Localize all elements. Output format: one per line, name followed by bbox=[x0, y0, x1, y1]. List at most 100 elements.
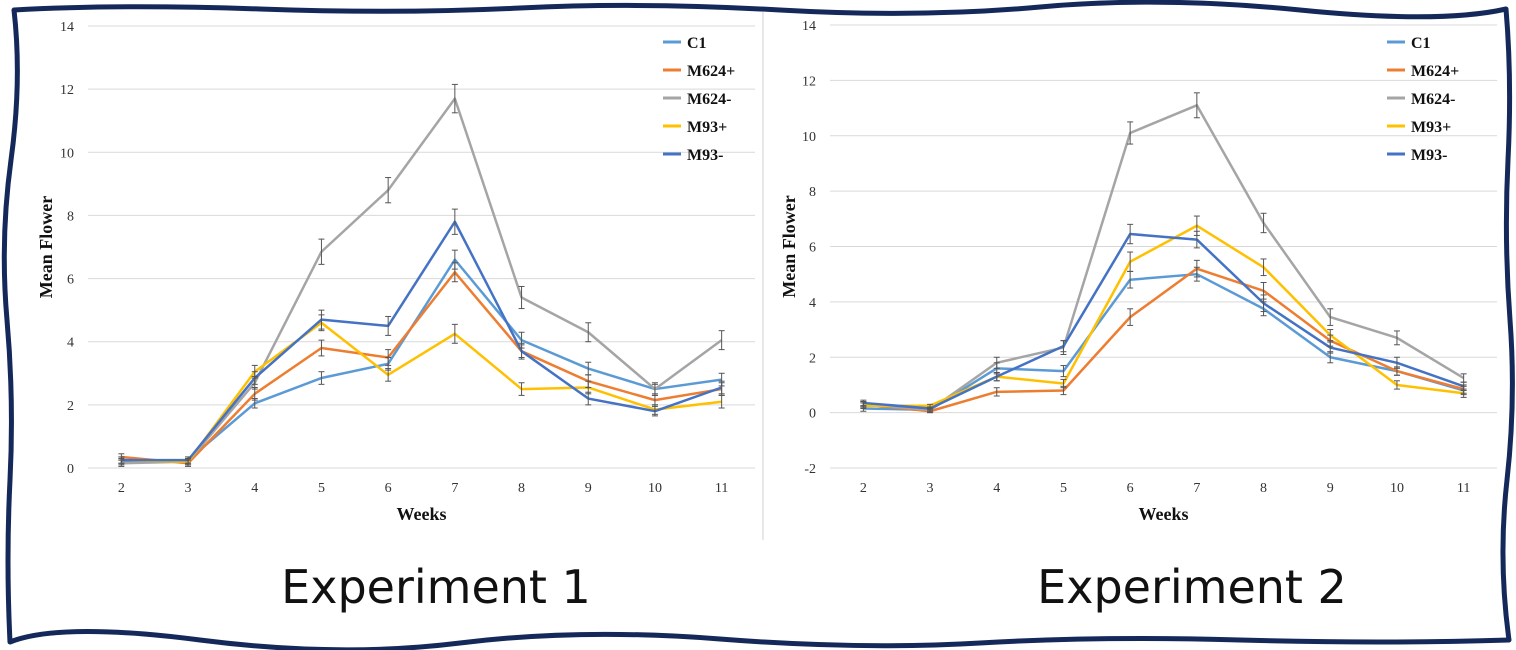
y-tick-label: 14 bbox=[60, 20, 74, 35]
y-tick-label: 4 bbox=[67, 336, 74, 351]
y-tick-label: 4 bbox=[809, 296, 816, 311]
x-tick-label: 7 bbox=[1193, 481, 1200, 496]
error-bar bbox=[1060, 340, 1067, 353]
y-tick-label: 12 bbox=[802, 74, 816, 89]
series-line-m93minus bbox=[121, 220, 723, 462]
legend-entry: M93+ bbox=[663, 119, 727, 136]
error-bar bbox=[318, 309, 325, 330]
series-line-m624plus bbox=[863, 267, 1464, 413]
chart-experiment-2: -2 0 2 4 6 8 10 12 14 2 3 4 5 6 7 8 9 10 11 Weeks Mean Flowe… bbox=[779, 19, 1497, 524]
error-bar bbox=[451, 208, 458, 235]
y-tick-label: 0 bbox=[809, 407, 816, 422]
error-bar bbox=[1327, 341, 1334, 354]
x-tick-label: 3 bbox=[185, 481, 192, 496]
legend-entry: M624- bbox=[663, 91, 731, 108]
legend-entry: M93- bbox=[663, 147, 723, 164]
legend-entry: C1 bbox=[1387, 35, 1431, 52]
error-bar bbox=[1060, 365, 1067, 378]
y-tick-label: 6 bbox=[809, 241, 816, 256]
x-tick-label: 6 bbox=[1127, 481, 1134, 496]
error-bar bbox=[1393, 356, 1400, 369]
error-bar bbox=[385, 349, 392, 366]
series-line-m624minus bbox=[863, 104, 1465, 412]
error-bar bbox=[1460, 381, 1467, 391]
error-bar bbox=[451, 262, 458, 283]
x-tick-label: 3 bbox=[927, 481, 934, 496]
y-tick-label: 8 bbox=[67, 209, 74, 224]
error-bar bbox=[518, 382, 525, 396]
error-bar bbox=[518, 285, 525, 310]
legend-entry: M624+ bbox=[1387, 63, 1459, 80]
y-tick-label: 8 bbox=[809, 185, 816, 200]
error-bar bbox=[318, 238, 325, 265]
error-bar bbox=[451, 83, 458, 114]
x-tick-label: 11 bbox=[715, 481, 728, 496]
error-bar bbox=[318, 339, 325, 357]
error-bar bbox=[118, 456, 125, 464]
legend-label: M93+ bbox=[1411, 119, 1451, 136]
error-bar bbox=[993, 371, 1000, 382]
error-bar bbox=[251, 371, 258, 385]
error-bar bbox=[651, 382, 658, 396]
y-axis-title: Mean Flower bbox=[779, 195, 799, 297]
error-bar bbox=[1327, 329, 1334, 342]
legend-label: M624- bbox=[687, 91, 731, 108]
x-tick-label: 9 bbox=[585, 481, 592, 496]
legend-entry: M624- bbox=[1387, 91, 1455, 108]
series-line-m93plus bbox=[121, 321, 722, 463]
y-tick-label: 2 bbox=[809, 351, 816, 366]
x-tick-label: 4 bbox=[251, 481, 258, 496]
x-tick-label: 6 bbox=[385, 481, 392, 496]
error-bar bbox=[993, 356, 1000, 369]
error-bar bbox=[1393, 380, 1400, 390]
x-tick-label: 5 bbox=[318, 481, 325, 496]
error-bar bbox=[585, 391, 592, 406]
y-tick-label: 10 bbox=[802, 130, 816, 145]
x-tick-label: 9 bbox=[1327, 481, 1334, 496]
y-tick-label: 14 bbox=[802, 19, 816, 34]
x-axis-title: Weeks bbox=[1138, 504, 1188, 524]
error-bar bbox=[718, 330, 725, 351]
series-line-c1 bbox=[121, 258, 722, 463]
error-bar bbox=[318, 371, 325, 385]
error-bar bbox=[1260, 258, 1267, 277]
error-bar bbox=[993, 387, 1000, 397]
y-tick-label: 6 bbox=[67, 273, 74, 288]
caption-experiment-2: Experiment 2 bbox=[1037, 560, 1347, 614]
error-bar bbox=[860, 399, 867, 407]
legend-label: M93- bbox=[1411, 147, 1447, 164]
error-bar bbox=[1260, 212, 1267, 234]
legend-entry: C1 bbox=[663, 35, 707, 52]
x-tick-label: 5 bbox=[1060, 481, 1067, 496]
x-tick-label: 4 bbox=[993, 481, 1000, 496]
error-bar bbox=[927, 406, 934, 411]
error-bar bbox=[651, 405, 658, 417]
chart-experiment-1: 0 2 4 6 8 10 12 14 2 3 4 5 6 7 8 9 10 11 Weeks Mean Flower C… bbox=[36, 20, 755, 524]
y-tick-label: 2 bbox=[67, 399, 74, 414]
caption-experiment-1: Experiment 1 bbox=[281, 560, 591, 614]
legend-label: M93+ bbox=[687, 119, 727, 136]
series-line-m624plus bbox=[121, 271, 722, 465]
legend-label: M624+ bbox=[687, 63, 735, 80]
error-bar bbox=[385, 368, 392, 382]
legend-label: C1 bbox=[1411, 35, 1431, 52]
error-bar bbox=[1193, 230, 1200, 249]
error-bar bbox=[1127, 223, 1134, 245]
legend-entry: M624+ bbox=[663, 63, 735, 80]
error-bar bbox=[718, 394, 725, 409]
error-bar bbox=[385, 177, 392, 204]
y-axis-title: Mean Flower bbox=[36, 196, 56, 298]
series-line-m624minus bbox=[121, 97, 723, 465]
x-tick-label: 10 bbox=[648, 481, 662, 496]
legend-entry: M93- bbox=[1387, 147, 1447, 164]
legend-label: M93- bbox=[687, 147, 723, 164]
x-tick-label: 10 bbox=[1390, 481, 1404, 496]
series-line-c1 bbox=[863, 272, 1464, 412]
error-bar bbox=[518, 342, 525, 360]
error-bar bbox=[1327, 308, 1334, 326]
error-bar bbox=[1127, 251, 1134, 272]
x-tick-label: 11 bbox=[1457, 481, 1470, 496]
error-bar bbox=[1393, 330, 1400, 346]
error-bar bbox=[1193, 92, 1200, 119]
